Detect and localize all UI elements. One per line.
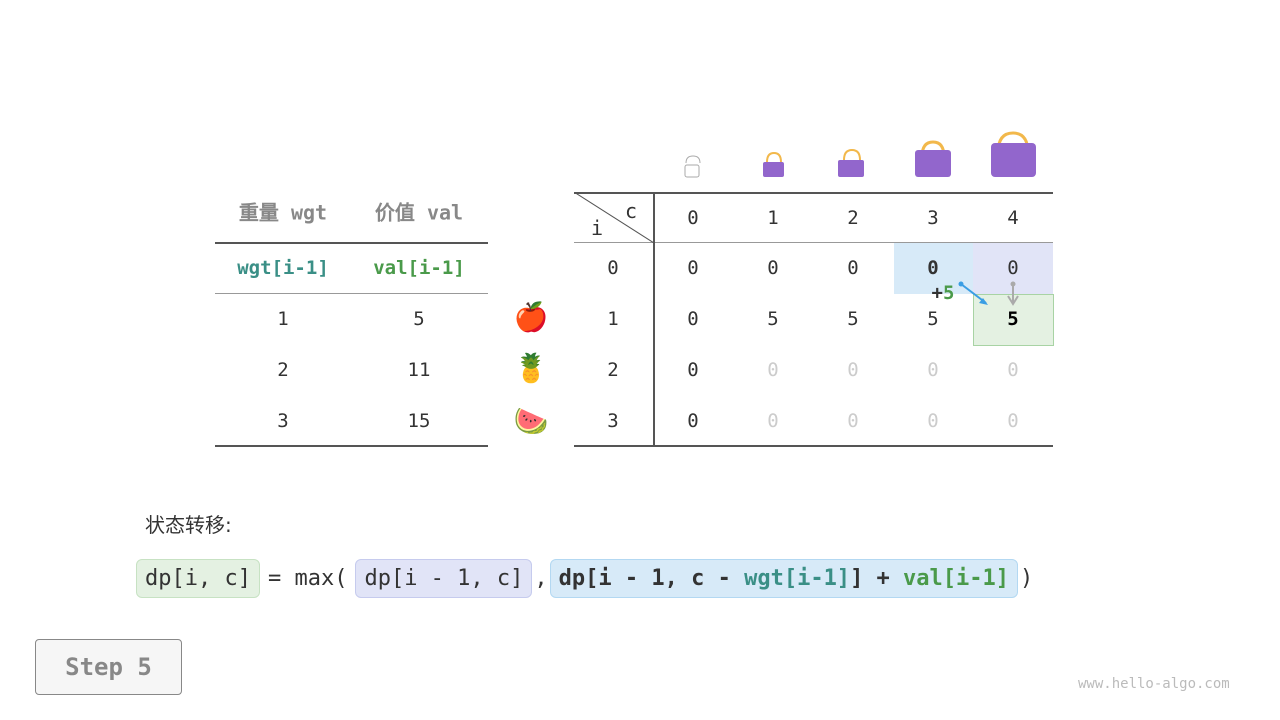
capacity-header: 1	[767, 207, 779, 229]
plus-sign: +	[931, 282, 943, 304]
divider	[215, 293, 488, 294]
dp-cell: 5	[1007, 308, 1019, 330]
dp-cell: 0	[847, 410, 859, 432]
bag-icon	[838, 148, 864, 177]
watermelon-icon: 🍉	[513, 404, 549, 438]
divider	[215, 242, 488, 244]
formula-part: ] +	[850, 566, 904, 591]
capacity-header: 2	[847, 207, 859, 229]
wgt-cell: 1	[277, 308, 289, 330]
dp-cell: 0	[767, 257, 779, 279]
bag-icon	[991, 131, 1036, 177]
bag-icon	[915, 140, 951, 177]
divider	[653, 192, 655, 446]
formula-max: = max(	[267, 566, 348, 591]
row-index: 3	[607, 410, 619, 432]
capacity-header: 4	[1007, 207, 1019, 229]
divider	[574, 242, 1053, 243]
step-button[interactable]: Step 5	[35, 639, 182, 695]
formula-val: val[i-1]	[903, 566, 1010, 591]
header-val: 价值 val	[374, 200, 464, 225]
formula-lhs: dp[i, c]	[136, 559, 260, 598]
val-cell: 15	[407, 410, 431, 432]
divider	[574, 192, 1053, 194]
dp-cell: 0	[927, 257, 939, 279]
transition-arrows	[958, 281, 1019, 306]
row-index: 2	[607, 359, 619, 381]
dp-cell: 0	[1007, 359, 1019, 381]
diagonal-arrow	[958, 281, 988, 305]
pineapple-icon: 🍍	[513, 351, 549, 385]
corner-diagonal	[574, 192, 654, 243]
dp-cell: 0	[767, 359, 779, 381]
value-annotation: +5	[932, 282, 955, 304]
transition-formula: dp[i, c] = max( dp[i - 1, c] , dp[i - 1,…	[134, 559, 1033, 598]
added-value: 5	[943, 282, 955, 304]
formula-part: dp[i - 1, c -	[558, 566, 745, 591]
dp-cell: 0	[1007, 410, 1019, 432]
dp-cell: 5	[847, 308, 859, 330]
corner-c-label: c	[624, 199, 638, 223]
bag-icons	[684, 131, 1036, 178]
dp-cell: 0	[687, 410, 699, 432]
wgt-cell: 2	[277, 359, 289, 381]
watermark: www.hello-algo.com	[1078, 676, 1230, 692]
subheader-val: val[i-1]	[373, 257, 465, 279]
formula-comma: ,	[534, 566, 548, 591]
apple-icon: 🍎	[513, 300, 549, 334]
formula-close: )	[1020, 566, 1034, 591]
corner-i-label: i	[590, 216, 604, 240]
dp-cell: 0	[927, 359, 939, 381]
val-cell: 11	[407, 359, 431, 381]
target-cell-highlight	[973, 294, 1054, 346]
capacity-header: 3	[927, 207, 939, 229]
dp-cell: 0	[847, 257, 859, 279]
dp-cell: 0	[687, 308, 699, 330]
row-index: 0	[607, 257, 619, 279]
divider	[574, 445, 1053, 447]
dp-cell: 0	[767, 410, 779, 432]
subheader-wgt: wgt[i-1]	[237, 257, 329, 279]
dp-cell: 0	[687, 257, 699, 279]
dp-cell: 5	[767, 308, 779, 330]
wgt-cell: 3	[277, 410, 289, 432]
row-index: 1	[607, 308, 619, 330]
capacity-header: 0	[687, 207, 699, 229]
down-arrow	[1007, 281, 1019, 306]
header-wgt: 重量 wgt	[238, 200, 328, 225]
dp-cell: 0	[687, 359, 699, 381]
formula-option-skip: dp[i - 1, c]	[355, 559, 533, 598]
formula-wgt: wgt[i-1]	[744, 566, 851, 591]
bag-icon	[763, 151, 784, 177]
dp-cell: 0	[1007, 257, 1019, 279]
dp-cell: 0	[927, 410, 939, 432]
divider	[215, 445, 488, 447]
dp-cell: 0	[847, 359, 859, 381]
bag-icon-empty	[684, 155, 701, 178]
val-cell: 5	[413, 308, 425, 330]
transition-label: 状态转移:	[145, 513, 232, 537]
formula-option-take: dp[i - 1, c - wgt[i-1]] + val[i-1]	[549, 559, 1019, 598]
dp-cell: 5	[927, 308, 939, 330]
